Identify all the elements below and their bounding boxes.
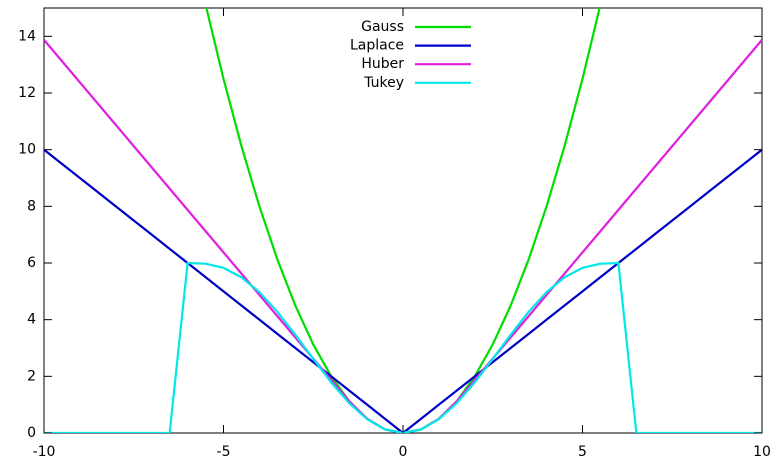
y-tick-label: 2 xyxy=(27,368,36,384)
legend-label: Huber xyxy=(361,56,404,72)
y-tick-label: 6 xyxy=(27,255,36,271)
series-line xyxy=(44,261,762,433)
legend-label: Tukey xyxy=(363,75,404,91)
y-tick-label: 8 xyxy=(27,198,36,214)
y-tick-label: 14 xyxy=(18,28,36,44)
x-tick-label: 0 xyxy=(399,444,408,460)
y-tick-label: 10 xyxy=(18,142,36,158)
series-line xyxy=(44,148,762,433)
x-tick-label: 10 xyxy=(753,444,771,460)
y-tick-label: 4 xyxy=(27,312,36,328)
legend-label: Gauss xyxy=(361,19,404,35)
series-line xyxy=(44,39,762,433)
x-tick-label: 5 xyxy=(578,444,587,460)
x-tick-label: -10 xyxy=(33,444,56,460)
legend-label: Laplace xyxy=(350,38,404,54)
y-tick-label: 12 xyxy=(18,85,36,101)
y-tick-label: 0 xyxy=(27,425,36,441)
x-tick-label: -5 xyxy=(217,444,231,460)
